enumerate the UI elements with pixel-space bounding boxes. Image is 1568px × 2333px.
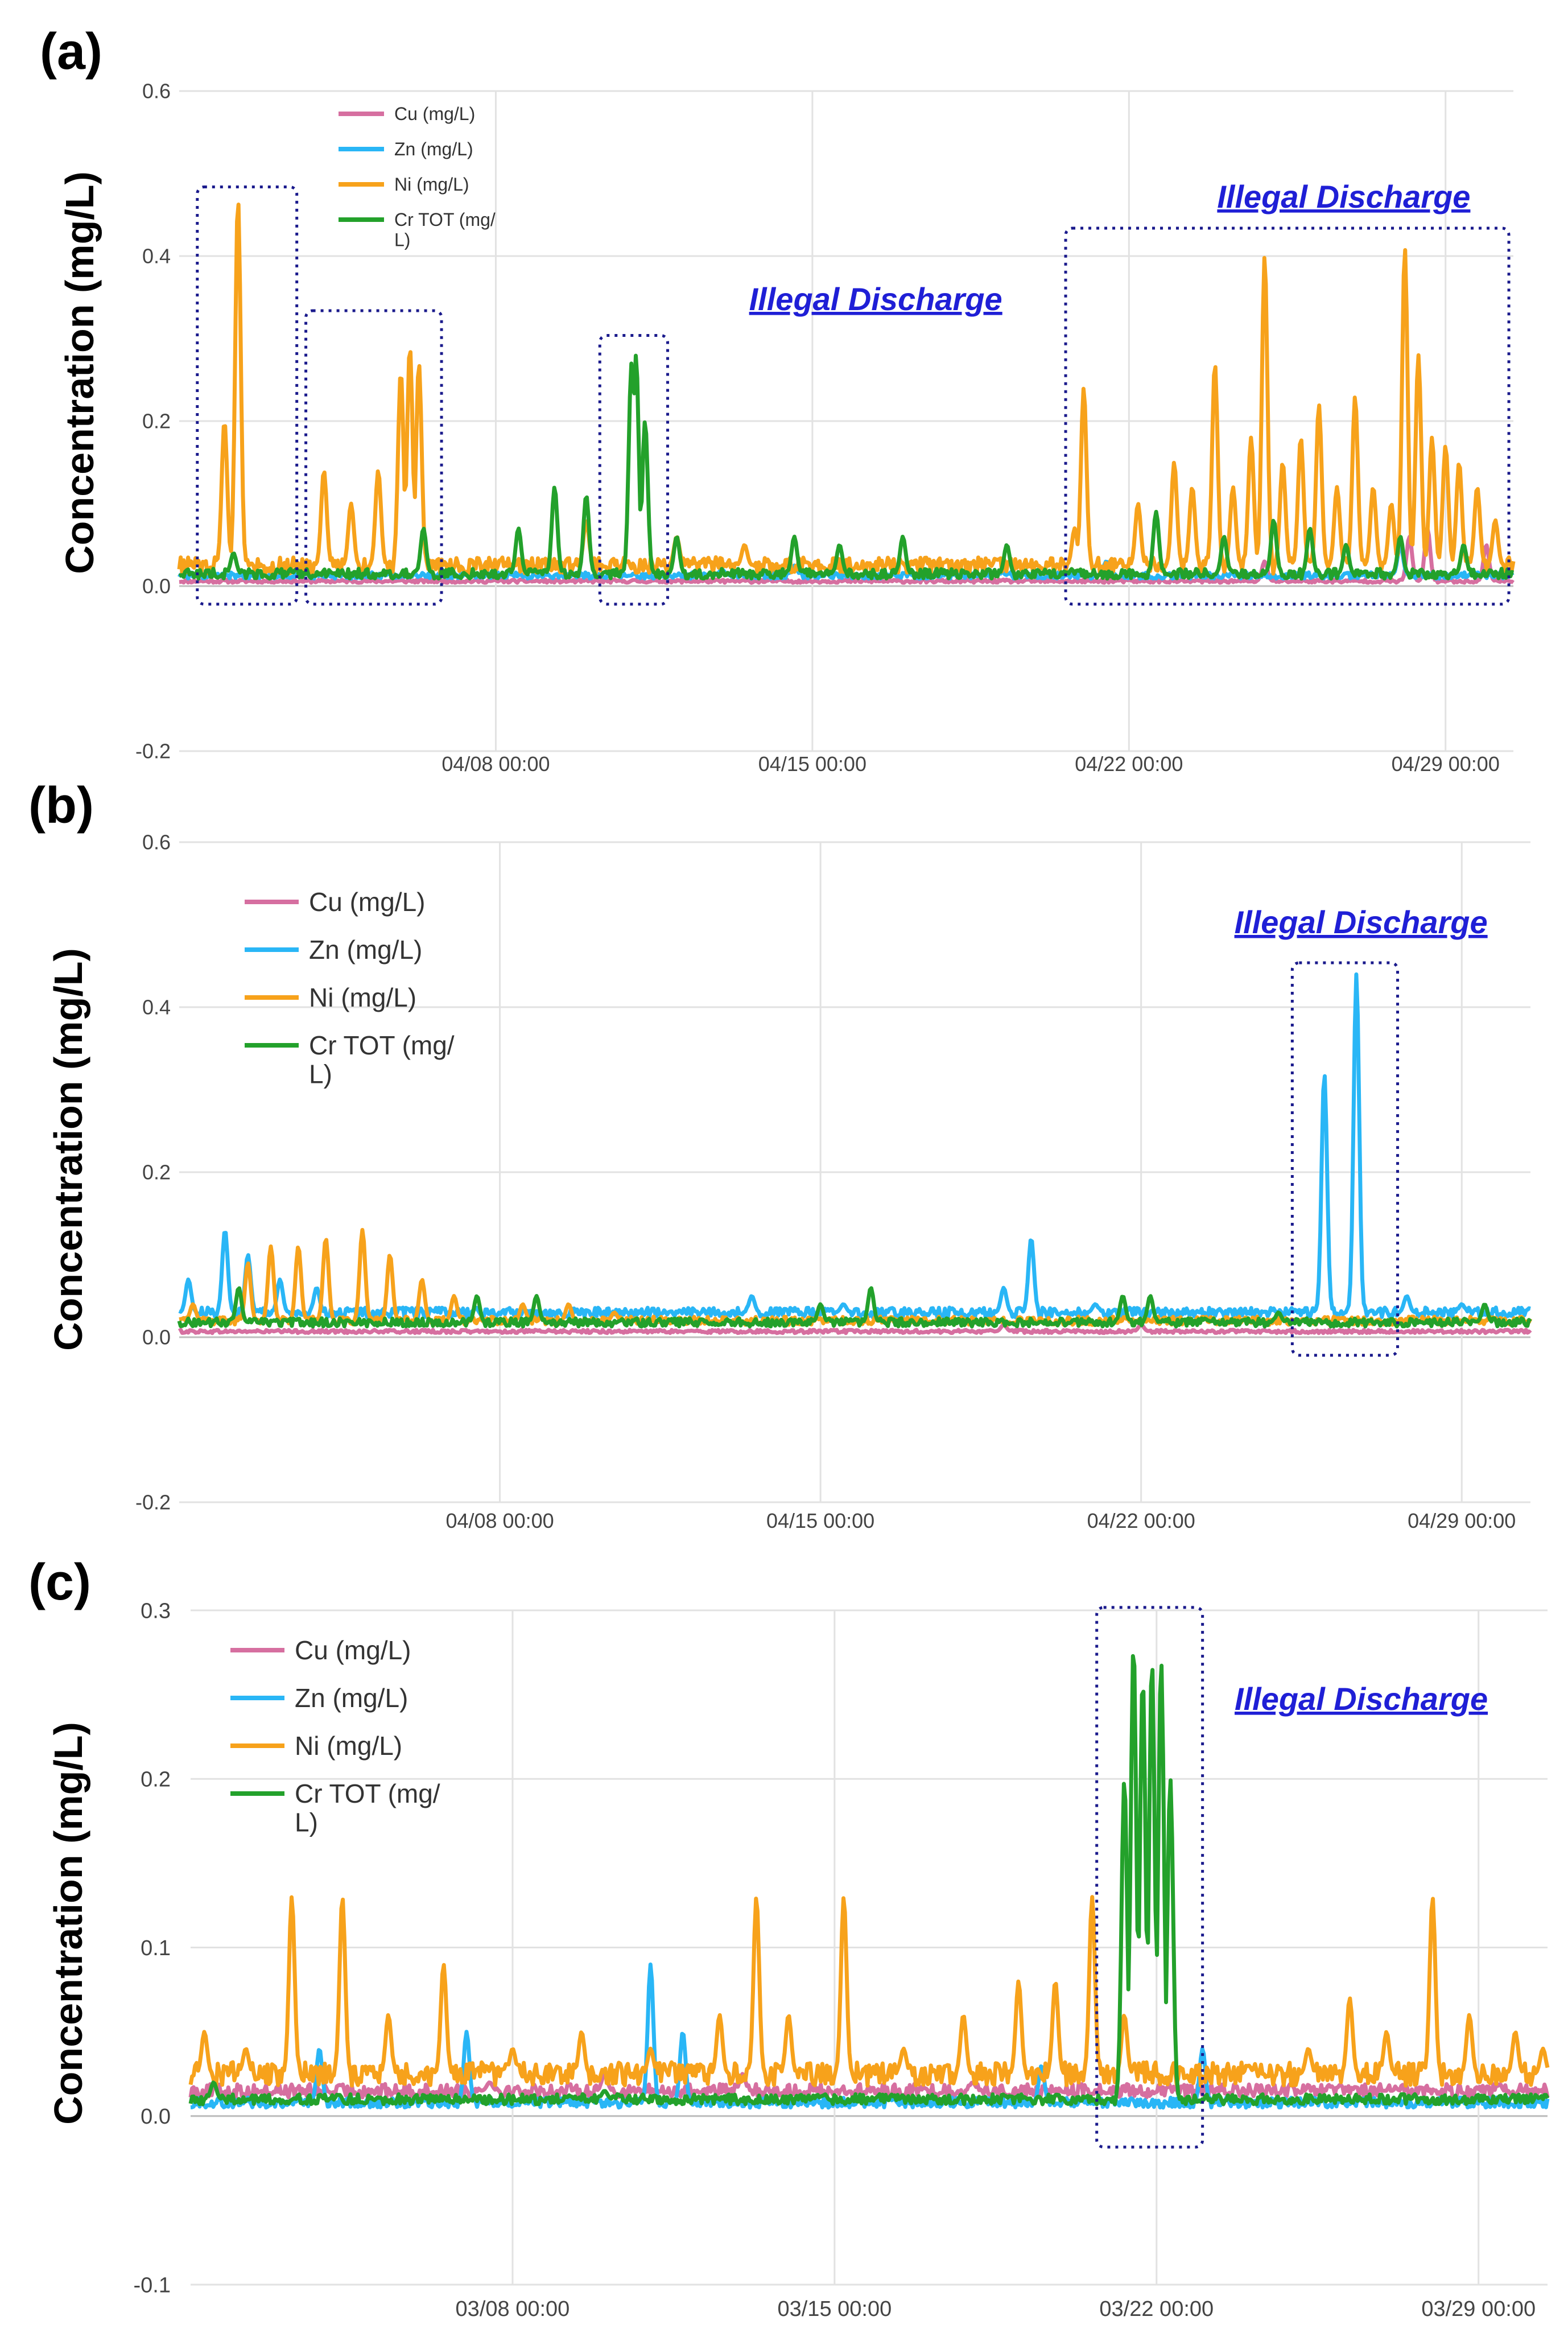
x-tick-label: 03/29 00:00 [1421,2297,1536,2321]
y-tick-label: -0.2 [135,740,171,763]
y-tick-label: 0.2 [141,1768,171,1792]
y-tick-label: -0.2 [135,1491,171,1514]
series-line-zn [178,972,1531,1320]
illegal-discharge-label: Illegal Discharge [1235,904,1488,940]
panel-label: (c) [28,1554,91,1611]
x-tick-label: 03/15 00:00 [777,2297,892,2321]
y-tick-label: -0.1 [134,2273,171,2297]
highlight-box [1064,226,1511,606]
chart-svg: 0.6 0.4 0.2 0.0 -0.2 04/08 00:00 04/15 00:00 04… [135,80,1516,776]
illegal-discharge-label: Illegal Discharge [1217,179,1470,215]
panel-c: (c) Concentration (mg/L) 0.3 0.2 0.1 0.0 -0.… [0,1548,1568,2333]
illegal-discharge-label: Illegal Discharge [749,281,1002,317]
legend-label: Cr TOT (mg/ [309,1031,455,1060]
legend-label: L) [295,1808,318,1837]
x-tick-label: 04/29 00:00 [1392,752,1500,776]
highlight-box [1095,1606,1204,2149]
series-line-cr-tot [177,1286,1532,1329]
legend-label: Cu (mg/L) [309,887,425,917]
y-tick-label: 0.6 [142,80,171,103]
y-tick-label: 0.6 [142,831,171,854]
panel-label: (b) [28,777,94,834]
y-tick-label: 0.4 [142,245,171,268]
x-tick-label: 04/22 00:00 [1087,1509,1195,1532]
legend-label: Ni (mg/L) [295,1731,402,1761]
y-tick-label: 0.1 [141,1936,171,1960]
y-tick-label: 0.0 [142,1326,171,1349]
x-tick-label: 03/08 00:00 [456,2297,570,2321]
series-line-ni [188,1895,1550,2088]
legend-label: Zn (mg/L) [295,1683,408,1713]
series-line-ni [177,203,1516,576]
y-tick-label: 0.4 [142,996,171,1019]
y-tick-label: 0.2 [142,410,171,433]
legend-label: Ni (mg/L) [309,983,416,1012]
series-line-cu [179,526,1515,585]
panel-label: (a) [40,23,102,80]
series-line-cu [178,1322,1532,1336]
x-tick-label: 04/22 00:00 [1075,752,1183,776]
legend-label: Zn (mg/L) [394,139,473,159]
y-tick-label: 0.3 [141,1599,171,1623]
legend-label: L) [394,229,410,250]
chart-svg: 0.3 0.2 0.1 0.0 -0.1 03/08 00:00 03/15 00:00 03… [134,1599,1550,2321]
y-tick-label: 0.2 [142,1161,171,1184]
highlight-box [598,334,670,606]
y-tick-label: 0.0 [141,2105,171,2129]
highlight-box [304,309,443,606]
y-tick-label: 0.0 [142,575,171,598]
x-tick-label: 04/29 00:00 [1408,1509,1516,1532]
panel-b: (b) Concentration (mg/L) 0.6 0.4 0.2 0.0 -0.… [0,777,1568,1548]
x-tick-label: 04/08 00:00 [441,752,550,776]
legend-label: Zn (mg/L) [309,935,422,964]
highlight-box [196,186,299,606]
legend-label: Cu (mg/L) [295,1635,411,1665]
series-line-cr-tot [178,353,1515,581]
panel-a: (a) Concentration (mg/L) 0.6 0.4 0.2 0.0 -0.… [0,0,1568,780]
legend-label: Cr TOT (mg/ [295,1779,440,1808]
illegal-discharge-label: Illegal Discharge [1235,1681,1488,1717]
legend-label: Cu (mg/L) [394,104,475,124]
series-line-cr-tot [188,1654,1550,2107]
x-tick-label: 03/22 00:00 [1099,2297,1214,2321]
legend-label: L) [309,1060,332,1089]
x-tick-label: 04/08 00:00 [445,1509,554,1532]
highlight-box [1290,961,1400,1357]
legend-label: Ni (mg/L) [394,174,469,195]
legend-label: Cr TOT (mg/ [394,209,496,230]
x-tick-label: 04/15 00:00 [766,1509,874,1532]
chart-svg: 0.6 0.4 0.2 0.0 -0.2 04/08 00:00 04/15 00:00 04… [135,831,1533,1532]
x-tick-label: 04/15 00:00 [758,752,866,776]
